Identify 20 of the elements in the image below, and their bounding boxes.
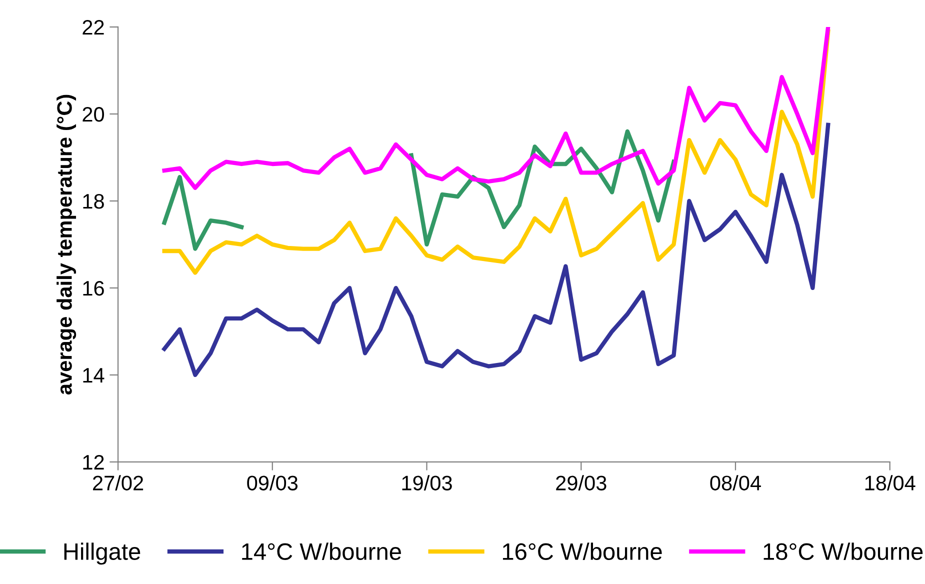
- x-tick-label: 27/02: [93, 475, 144, 490]
- y-tick-label: 14: [83, 368, 104, 382]
- y-tick-label: 12: [83, 454, 104, 470]
- x-tick-label: 08/04: [710, 475, 761, 490]
- legend-label: 18°C W/bourne: [764, 542, 923, 560]
- x-tick-label: 09/03: [247, 475, 298, 490]
- y-tick-label: 18: [83, 194, 104, 209]
- y-tick-label: 20: [82, 106, 104, 122]
- x-tick-label: 19/03: [402, 475, 452, 490]
- x-tick-label: 18/04: [865, 475, 916, 490]
- legend-label: 16°C W/bourne: [502, 542, 662, 560]
- line-series: [162, 122, 830, 378]
- line-series: [162, 29, 830, 275]
- y-tick-label: 16: [83, 280, 104, 296]
- legend-label: 14°C W/bourne: [242, 542, 401, 560]
- line-series: [162, 26, 830, 190]
- legend-label: Hillgate: [64, 542, 140, 565]
- x-tick-label: 29/03: [556, 475, 606, 490]
- y-axis-title: average daily temperature (°C): [56, 94, 76, 394]
- y-tick-label: 22: [82, 20, 104, 35]
